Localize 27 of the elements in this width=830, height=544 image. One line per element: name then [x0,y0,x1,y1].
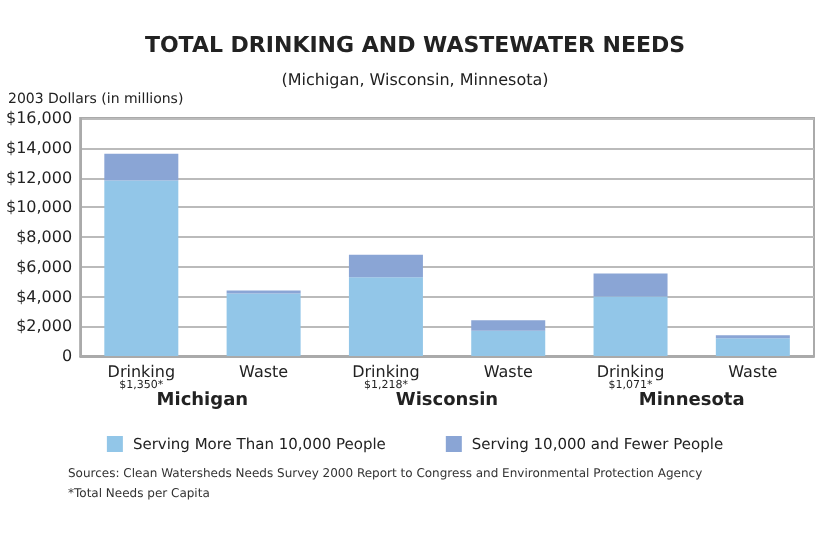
bar [104,153,179,181]
y-tick-label: $16,000 [5,109,73,127]
bar [471,330,546,356]
x-tick-label: Waste [728,363,778,381]
y-tick-label: $6,000 [16,257,73,276]
y-tick-label: $2,000 [16,317,73,336]
bar [348,277,423,356]
y-tick-label: $4,000 [16,287,73,306]
y-tick-label: $8,000 [16,228,73,246]
bar [715,338,790,356]
text: Minnesota [638,391,745,411]
text: Michigan [156,391,249,411]
chart-subtitle: (Michigan, Wisconsin, Minnesota) [281,71,549,89]
y-tick-label: $10,000 [5,198,73,217]
text: Wisconsin [395,391,499,411]
x-tick-label: Waste [483,363,533,381]
bar [104,180,179,356]
bar [226,293,301,356]
chart-title: TOTAL DRINKING AND WASTEWATER NEEDS [144,32,686,58]
y-tick-label: $14,000 [5,138,73,157]
bar [348,254,423,278]
y-tick-label: 0 [61,347,73,365]
x-tick-label: Waste [239,363,289,381]
bar [593,273,668,297]
y-tick-label: $12,000 [5,168,73,187]
bar [471,320,546,331]
bar [593,296,668,356]
